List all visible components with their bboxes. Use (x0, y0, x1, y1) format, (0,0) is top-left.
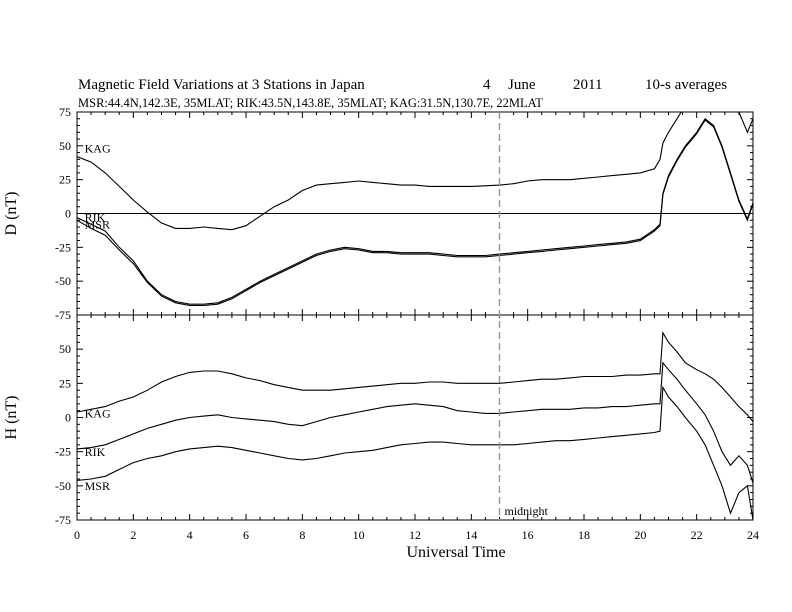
x-tick-label: 18 (578, 528, 590, 542)
x-tick-label: 22 (691, 528, 703, 542)
y-tick-label: -50 (55, 274, 71, 288)
y-tick-label: -75 (55, 513, 71, 527)
station-label-kag: KAG (85, 407, 111, 421)
y-tick-label: -50 (55, 479, 71, 493)
title-day: 4 (483, 77, 491, 93)
series-line-msr (77, 119, 753, 307)
x-tick-label: 2 (130, 528, 136, 542)
y-tick-label: -75 (55, 308, 71, 322)
chart-title: Magnetic Field Variations at 3 Stations … (78, 77, 727, 93)
title-averaging: 10-s averages (645, 77, 727, 93)
panel-h: -75 -50 -25 0 25 50 H (nT) (3, 314, 754, 527)
x-tick-label: 12 (409, 528, 421, 542)
station-label-msr: MSR (85, 479, 110, 493)
panel-frame (76, 314, 754, 521)
subtitle-station-coordinates: MSR:44.4N,142.3E, 35MLAT; RIK:43.5N,143.… (78, 96, 543, 110)
series-line-kag (77, 112, 753, 231)
series-line-rik (77, 117, 753, 305)
x-tick-label: 8 (299, 528, 305, 542)
station-label-kag: KAG (85, 142, 111, 156)
station-label-rik: RIK (85, 211, 106, 225)
y-tick-label: 25 (59, 376, 71, 390)
x-tick-label: 16 (522, 528, 534, 542)
y-tick-label: 0 (65, 207, 71, 221)
x-tick-label: 0 (74, 528, 80, 542)
y-tick-label: 50 (59, 139, 71, 153)
midnight-marker-label: midnight (505, 504, 549, 518)
station-label-rik: RIK (85, 445, 106, 459)
x-tick-label: 20 (634, 528, 646, 542)
y-axis-label: D (nT) (3, 192, 20, 236)
x-axis-label: Universal Time (406, 544, 505, 561)
x-tick-label: 24 (747, 528, 759, 542)
series-line-rik (77, 361, 753, 484)
title-month: June (508, 77, 536, 93)
title-year: 2011 (573, 77, 602, 93)
x-tick-label: 14 (465, 528, 477, 542)
y-tick-label: -25 (55, 240, 71, 254)
title-main: Magnetic Field Variations at 3 Stations … (78, 77, 365, 93)
y-tick-label: 25 (59, 173, 71, 187)
station-label-msr: MSR (85, 217, 110, 231)
x-tick-label: 10 (353, 528, 365, 542)
y-tick-label: -25 (55, 445, 71, 459)
series-line-msr (77, 385, 753, 520)
x-tick-label: 4 (187, 528, 193, 542)
y-tick-label: 0 (65, 411, 71, 425)
series-line-kag (77, 330, 753, 422)
y-tick-label: 75 (59, 105, 71, 119)
y-axis-label: H (nT) (3, 396, 20, 440)
y-tick-label: 50 (59, 342, 71, 356)
x-tick-label: 6 (243, 528, 249, 542)
